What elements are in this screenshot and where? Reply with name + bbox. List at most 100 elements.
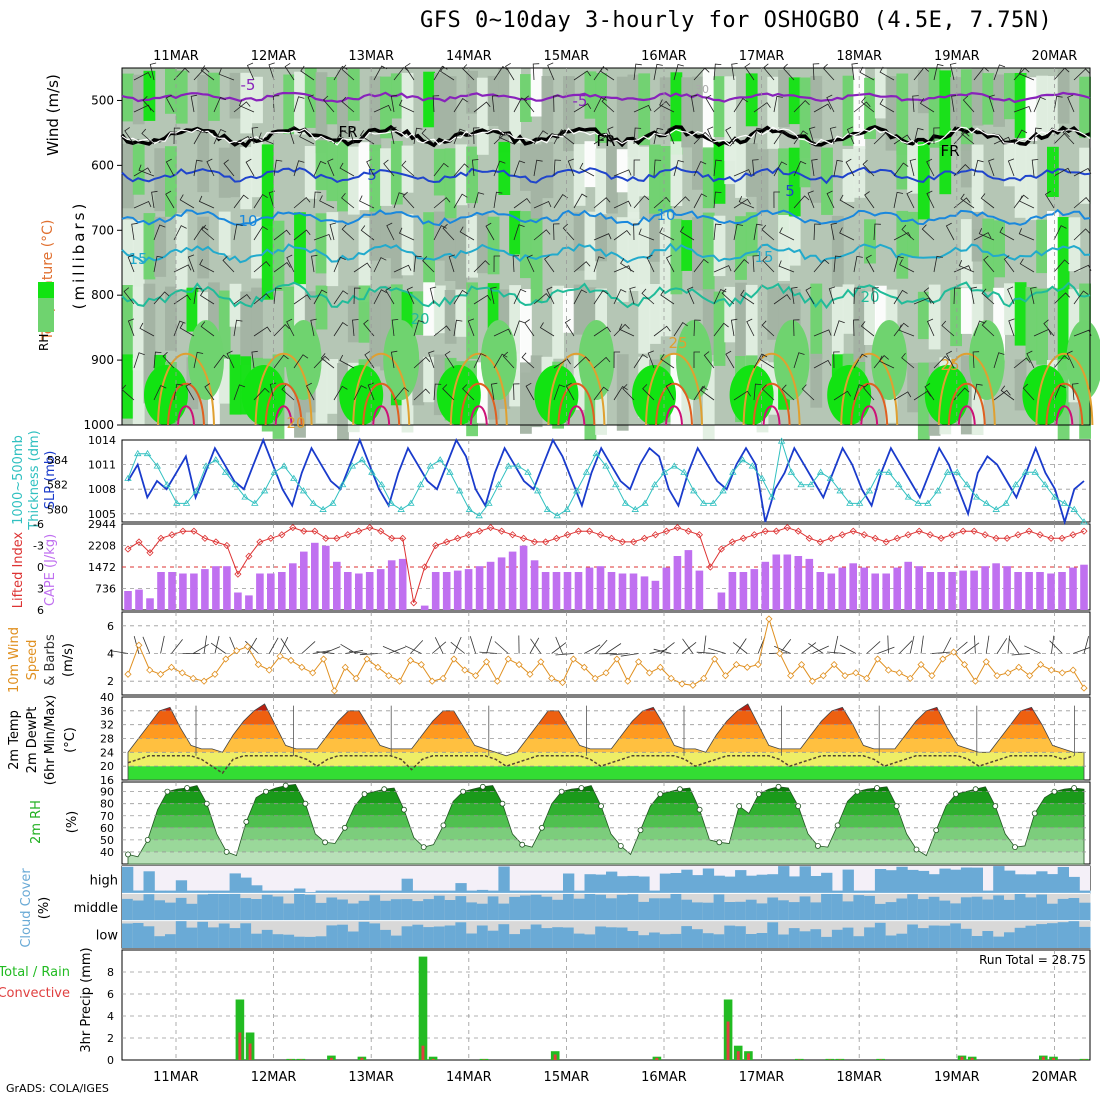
wind-tick: 6 [107,620,114,633]
cape-bar [838,567,847,610]
upper-wind-barb [199,259,215,273]
cloud-bar [735,926,747,948]
upper-wind-barb [573,103,592,113]
upper-wind-barb [233,101,251,113]
wind-speed-point [906,674,914,682]
rh-cell [132,144,145,195]
thickness-point [826,474,835,481]
cloud-bar [595,874,607,894]
wind-speed-point [689,681,697,689]
rh-blob [339,365,384,425]
upper-wind-barb [693,351,700,368]
precip-tick: 6 [107,988,114,1001]
rh-cell [993,74,1005,127]
rh-tick: 60 [100,822,114,835]
upper-wind-barb [413,388,431,401]
cloud-bar [487,896,499,921]
cloud-bar [702,868,715,894]
upper-wind-barb [811,158,818,177]
rh-cell [272,220,285,291]
upper-wind-barb [1013,105,1032,113]
cloud-bar [788,928,801,948]
cloud-bar [681,869,693,894]
cape-bar [135,589,143,610]
precip-conv-bar [248,1043,252,1060]
cloud-bar [627,894,639,921]
rh-band [128,827,1084,840]
upper-wind-barb [432,95,440,113]
cloud-bar [950,869,962,894]
upper-wind-barb [693,319,701,337]
contour-label: 25 [940,356,959,374]
upper-wind-barb [653,196,671,209]
wind-speed-point [613,655,621,663]
cape-bar [750,569,759,610]
chart-title: GFS 0~10day 3-hourly for OSHOGBO (4.5E, … [420,8,1053,33]
cloud-bar [552,927,564,948]
rh-cell [132,220,145,305]
upper-wind-barb [613,229,631,241]
rh-blob [968,320,1005,400]
upper-wind-barb [791,286,798,305]
lifted-index-point [487,524,495,532]
thickness-point [1070,505,1078,512]
wind-barb [985,635,990,654]
cloud-bar [218,890,231,894]
upper-wind-barb [573,261,591,273]
upper-wind-barb [773,130,789,145]
rh-cell [390,284,403,353]
wind-speed-point [928,672,936,680]
cape-bar [585,567,594,610]
cloud-bar [896,933,908,948]
cape-bar [915,566,923,610]
cloud-bar [928,925,940,948]
isotherm-35 [957,405,976,426]
cloud-bar [261,894,274,921]
upper-wind-barb [638,228,655,241]
wind-speed-point [874,655,882,663]
rh-cell [412,359,425,406]
upper-wind-barb [1030,286,1037,305]
upper-wind-barb [693,193,707,209]
cloud-bar [971,936,983,948]
upper-wind-barb [1008,318,1015,337]
upper-wind-barb [353,262,371,273]
upper-wind-barb [752,159,759,177]
cloud-bar [982,899,994,921]
rh-cell [326,212,339,287]
rh-blob [1022,365,1067,425]
upper-wind-barb [641,288,655,305]
rh-blob [827,365,872,425]
thickness-point [709,499,718,506]
upper-wind-barb [459,226,475,241]
upper-wind-barb [1053,132,1070,145]
upper-wind-barb [633,159,641,177]
rh-point [953,791,959,797]
wind-barb [486,636,493,654]
rh-cell [778,215,790,281]
ylabel-cloud-2: (%) [37,897,52,920]
rh-cell [347,146,360,215]
wind-speed-point [569,655,577,663]
upper-wind-barb [422,256,435,273]
cloud-bar [778,866,790,894]
lifted-index-point [640,534,649,542]
wind-speed-point [254,661,262,669]
cape-bar [1036,572,1044,610]
precip-total-bar [795,1058,804,1060]
upper-wind-barb [679,226,695,241]
rh-cell [487,283,500,346]
upper-wind-barb [1073,264,1092,273]
lifted-index-point [179,527,187,535]
rh-cell [509,210,521,255]
upper-wind-barb [762,256,775,273]
wind-tick: 4 [107,648,114,661]
rh-cell [1004,141,1016,187]
rh-cell [1014,359,1027,411]
rh-cross-section [122,68,1100,448]
rh-cell [735,142,747,198]
rh-cell [197,74,210,150]
cloud-bar [412,890,424,894]
thickness-point [758,474,766,481]
upper-wind-barb [901,352,915,369]
